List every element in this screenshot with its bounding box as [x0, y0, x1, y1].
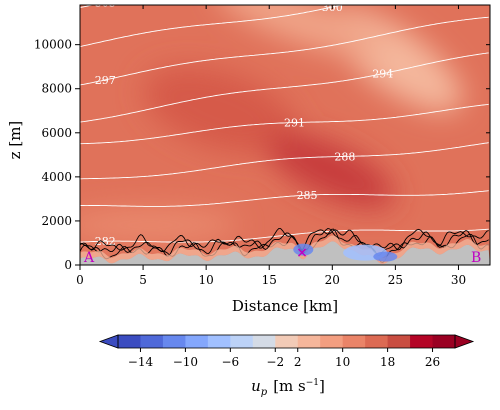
x-tick-label: 30 — [451, 273, 466, 287]
colorbar-swatch — [252, 335, 276, 348]
colorbar-tick-label: 2 — [294, 355, 302, 369]
colorbar-label-var: u — [251, 377, 261, 395]
colorbar-swatch — [207, 335, 231, 348]
colorbar-swatch — [118, 335, 141, 348]
colorbar-frame — [117, 334, 456, 349]
theta-contours: 282285288291294297300303306309312 — [80, 0, 489, 248]
colorbar-swatch — [162, 335, 186, 348]
colorbar-swatch — [432, 335, 456, 348]
theta-contour-label: 297 — [95, 74, 116, 87]
colorbar-tick-label: −6 — [221, 355, 239, 369]
y-tick-label: 0 — [64, 258, 72, 272]
colorbar-swatch — [410, 335, 434, 348]
colorbar-swatch — [365, 335, 389, 348]
y-axis-ticks: 0 2000 4000 6000 8000 10000 — [34, 38, 490, 272]
x-tick-label: 5 — [139, 273, 147, 287]
theta-contour-label: 300 — [322, 1, 343, 14]
theta-contour-line — [80, 228, 489, 243]
near-surface-layer — [80, 235, 489, 264]
colorbar-tick-label: 10 — [335, 355, 350, 369]
colorbar-extend-min — [98, 334, 119, 349]
theta-contour-label: 285 — [297, 189, 318, 202]
x-tick-label: 20 — [325, 273, 340, 287]
colorbar-extend-max — [454, 334, 475, 349]
theta-contour-label: 294 — [372, 68, 393, 81]
theta-contour-line — [80, 103, 489, 145]
endpoint-label-b: B — [471, 250, 481, 266]
colorbar-swatch — [275, 335, 299, 348]
y-tick-label: 6000 — [41, 126, 72, 140]
colorbar-swatch — [230, 335, 254, 348]
plot-frame — [79, 4, 491, 266]
plot-area: 282285288291294297300303306309312 — [80, 0, 490, 265]
theta-contour-line — [80, 52, 489, 123]
endpoint-label-a: A — [83, 250, 95, 266]
cross-marker: × — [296, 245, 308, 261]
colorbar-label-units: [m s — [273, 377, 306, 395]
colorbar-swatch — [140, 335, 164, 348]
wind-band-weak-upper — [215, 5, 385, 58]
colorbar-label: up [m s−1] — [251, 377, 325, 398]
theta-contour-label: 282 — [95, 235, 116, 248]
colorbar-tick-label: −2 — [266, 355, 284, 369]
theta-contour-line — [80, 16, 489, 86]
reversed-flow-patch — [293, 243, 314, 256]
colorbar-tick-label: −14 — [128, 355, 154, 369]
theta-contour-label: 303 — [95, 0, 116, 9]
colorbar-swatch — [185, 335, 209, 348]
bl-contour-line — [80, 228, 489, 253]
wind-band-lower — [80, 209, 240, 241]
theta-contour-line — [80, 190, 489, 207]
colorbar-swatch — [320, 335, 344, 348]
bl-contour-line — [80, 228, 489, 257]
y-axis-label: z [m] — [6, 121, 24, 160]
wind-jet-core — [265, 132, 395, 208]
colorbar-label-sub: p — [261, 387, 268, 398]
x-axis-ticks: 0 5 10 15 20 25 30 — [76, 5, 466, 287]
colorbar-label-exp: −1 — [306, 378, 319, 388]
colorbar-tick-label: −10 — [173, 355, 198, 369]
colorbar-swatch — [342, 335, 366, 348]
colorbar-label-close: ] — [319, 377, 325, 395]
y-tick-label: 8000 — [41, 82, 72, 96]
x-tick-label: 25 — [388, 273, 403, 287]
wind-band-mid — [143, 66, 297, 154]
theta-contour-label: 291 — [284, 117, 305, 130]
x-tick-label: 10 — [199, 273, 214, 287]
y-tick-label: 2000 — [41, 214, 72, 228]
reversed-flow-patch — [373, 251, 398, 262]
colorbar-tick-label: 26 — [425, 355, 440, 369]
theta-contour-label: 288 — [334, 150, 355, 163]
colorbar: −14 −10 −6 −2 2 10 18 26 — [98, 334, 475, 369]
y-tick-label: 10000 — [34, 38, 72, 52]
colorbar-swatch — [297, 335, 321, 348]
terrain — [80, 241, 490, 265]
x-axis-label: Distance [km] — [232, 297, 338, 315]
theta-contour-line — [80, 142, 489, 180]
theta-contour-line — [80, 5, 344, 48]
x-tick-label: 15 — [262, 273, 277, 287]
y-tick-label: 4000 — [41, 170, 72, 184]
x-tick-label: 0 — [76, 273, 84, 287]
colorbar-tick-label: 18 — [380, 355, 395, 369]
colorbar-swatch — [387, 335, 411, 348]
near-surface-wind — [80, 235, 489, 264]
